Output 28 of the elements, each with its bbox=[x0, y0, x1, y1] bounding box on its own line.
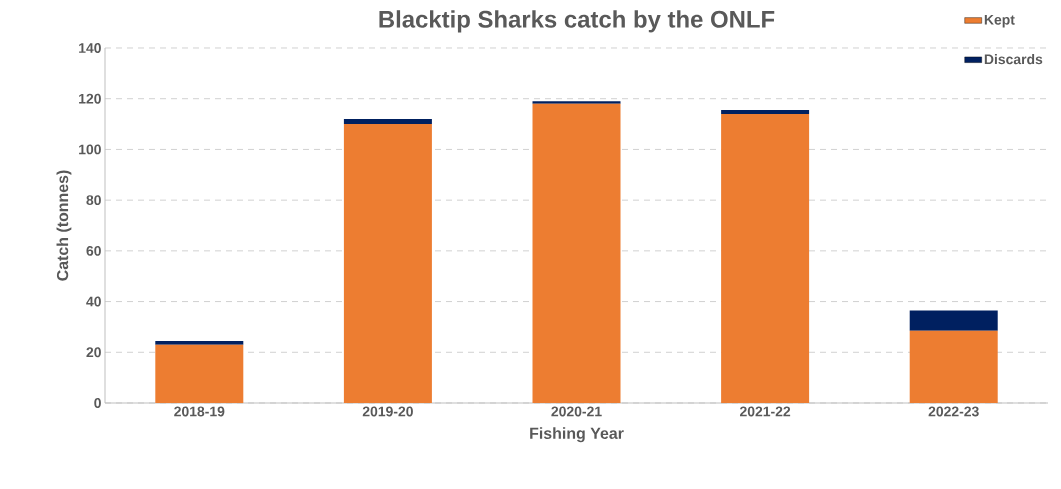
x-tick-label: 2022-23 bbox=[928, 406, 979, 417]
legend-label: Kept bbox=[984, 14, 1015, 28]
bar bbox=[532, 103, 621, 403]
bar bbox=[343, 124, 432, 403]
x-axis-title: Fishing Year bbox=[530, 427, 624, 443]
y-axis-title: Catch (tonnes) bbox=[56, 170, 72, 281]
x-tick-label: 2019-20 bbox=[362, 406, 413, 417]
y-tick-label: 40 bbox=[86, 296, 101, 307]
x-tick-label: 2018-19 bbox=[174, 406, 225, 417]
x-tick-label: 2021-22 bbox=[740, 406, 791, 417]
bar bbox=[343, 119, 432, 125]
y-tick-label: 0 bbox=[94, 398, 101, 408]
bar bbox=[532, 101, 621, 104]
y-tick-label: 140 bbox=[79, 43, 101, 53]
y-tick-label: 60 bbox=[86, 245, 101, 256]
x-tick-label: 2020-21 bbox=[551, 406, 602, 417]
y-tick-label: 100 bbox=[79, 144, 101, 155]
bar bbox=[721, 113, 810, 403]
bar bbox=[909, 310, 998, 331]
bar bbox=[909, 330, 998, 403]
y-tick-label: 120 bbox=[79, 93, 101, 104]
y-tick-label: 20 bbox=[86, 347, 101, 358]
bar bbox=[721, 110, 810, 114]
legend-label: Discards bbox=[984, 53, 1043, 65]
y-tick-label: 80 bbox=[86, 195, 101, 206]
bar bbox=[155, 340, 244, 345]
chart-title: Blacktip Sharks catch by the ONLF bbox=[379, 10, 775, 33]
bar bbox=[155, 344, 244, 403]
